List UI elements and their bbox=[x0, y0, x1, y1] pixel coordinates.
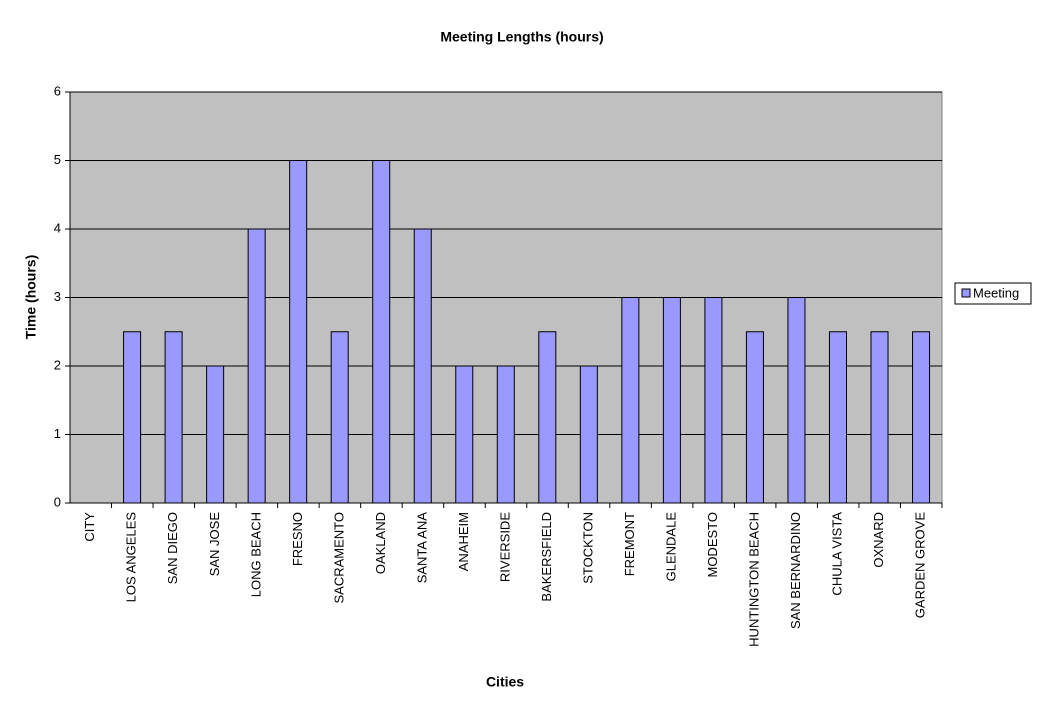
bar bbox=[538, 331, 557, 504]
legend-label: Meeting bbox=[973, 285, 1019, 300]
x-tick-label: SAN DIEGO bbox=[165, 512, 180, 584]
bar bbox=[579, 365, 598, 504]
bar bbox=[164, 331, 183, 504]
x-tick-label: OAKLAND bbox=[373, 512, 388, 574]
x-tick-label: SACRAMENTO bbox=[331, 512, 346, 604]
bar bbox=[372, 160, 391, 504]
x-tick-label: GARDEN GROVE bbox=[913, 512, 928, 619]
bar bbox=[745, 331, 764, 504]
bar bbox=[621, 297, 640, 504]
bar bbox=[704, 297, 723, 504]
legend-box bbox=[954, 282, 1032, 305]
y-tick-label: 3 bbox=[54, 289, 61, 304]
x-tick-label: CHULA VISTA bbox=[830, 512, 845, 596]
x-tick-label: CITY bbox=[82, 512, 97, 542]
y-tick-label: 0 bbox=[54, 494, 61, 509]
x-tick-label: SAN BERNARDINO bbox=[788, 512, 803, 629]
bar bbox=[206, 365, 225, 504]
x-tick-label: SANTA ANA bbox=[414, 512, 429, 584]
y-tick-label: 4 bbox=[54, 220, 61, 235]
y-tick-label: 2 bbox=[54, 357, 61, 372]
bar bbox=[912, 331, 931, 504]
y-tick-label: 6 bbox=[54, 83, 61, 98]
x-tick-label: LONG BEACH bbox=[248, 512, 263, 597]
bar bbox=[662, 297, 681, 504]
bar bbox=[455, 365, 474, 504]
chart-title: Meeting Lengths (hours) bbox=[440, 29, 603, 45]
x-tick-label: STOCKTON bbox=[580, 512, 595, 584]
x-tick-label: HUNTINGTON BEACH bbox=[747, 512, 762, 647]
x-tick-label: BAKERSFIELD bbox=[539, 512, 554, 602]
x-tick-label: RIVERSIDE bbox=[497, 512, 512, 582]
x-tick-label: ANAHEIM bbox=[456, 512, 471, 571]
bar bbox=[330, 331, 349, 504]
bar bbox=[870, 331, 889, 504]
bar bbox=[123, 331, 142, 504]
bar bbox=[828, 331, 847, 504]
bar bbox=[787, 297, 806, 504]
bar bbox=[289, 160, 308, 504]
x-tick-label: FREMONT bbox=[622, 512, 637, 576]
bar bbox=[247, 228, 266, 504]
x-tick-label: SAN JOSE bbox=[207, 512, 222, 577]
x-tick-label: LOS ANGELES bbox=[124, 512, 139, 603]
x-tick-label: OXNARD bbox=[871, 512, 886, 568]
x-tick-label: GLENDALE bbox=[664, 512, 679, 582]
legend-swatch bbox=[961, 288, 971, 298]
y-axis-label: Time (hours) bbox=[23, 255, 39, 340]
bar bbox=[496, 365, 515, 504]
x-tick-label: FRESNO bbox=[290, 512, 305, 566]
y-tick-label: 5 bbox=[54, 152, 61, 167]
x-tick-label: MODESTO bbox=[705, 512, 720, 578]
y-tick-label: 1 bbox=[54, 426, 61, 441]
x-axis-label: Cities bbox=[486, 674, 524, 690]
bar bbox=[413, 228, 432, 504]
